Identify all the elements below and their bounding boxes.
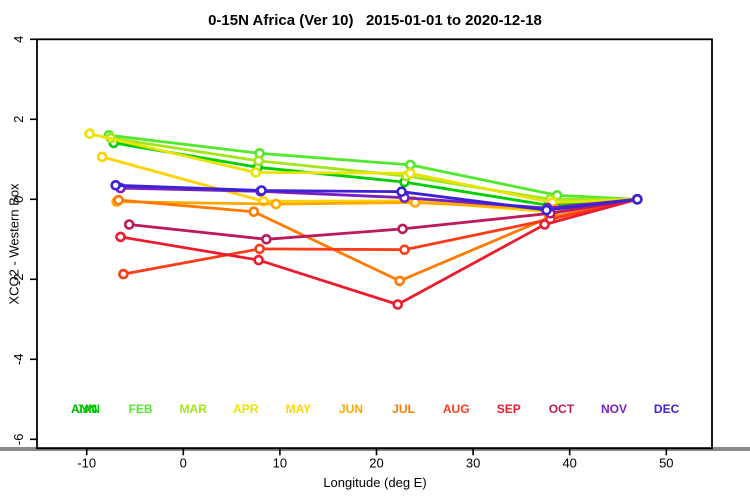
month-label-dec: DEC	[654, 402, 680, 416]
data-point-jul	[248, 206, 260, 217]
data-point-sep	[539, 219, 550, 230]
data-point-apr	[405, 168, 416, 179]
data-point-may	[96, 151, 108, 163]
data-point-apr	[250, 167, 262, 178]
month-label-may: MAY	[286, 402, 312, 416]
x-axis-label: Longitude (deg E)	[323, 475, 427, 490]
y-tick-label: -2	[11, 274, 26, 286]
data-point-dec	[632, 194, 643, 205]
chart-title: 0-15N Africa (Ver 10) 2015-01-01 to 2020…	[208, 12, 542, 29]
month-label-nov: NOV	[601, 402, 627, 416]
annual-label: ANN	[71, 402, 97, 416]
month-label-sep: SEP	[497, 402, 521, 416]
data-point-jun	[270, 198, 282, 210]
month-label-apr: APR	[233, 402, 259, 416]
month-label-jul: JUL	[392, 402, 415, 416]
data-point-oct	[261, 234, 272, 245]
month-label-mar: MAR	[180, 402, 208, 416]
data-point-oct	[397, 223, 408, 235]
data-point-feb	[405, 159, 416, 171]
data-point-dec	[396, 186, 407, 197]
data-point-sep	[392, 299, 404, 310]
x-tick-label: 50	[659, 455, 673, 470]
month-label-aug: AUG	[443, 402, 470, 416]
x-tick-label: 0	[180, 455, 187, 470]
y-tick-label: -6	[11, 434, 26, 446]
data-point-aug	[254, 243, 265, 255]
month-label-jan: JAN	[76, 402, 100, 416]
y-tick-label: 0	[11, 196, 26, 203]
y-tick-label: -4	[11, 354, 26, 366]
month-label-oct: OCT	[549, 402, 575, 416]
data-point-oct	[123, 219, 135, 230]
data-point-jul	[113, 194, 124, 206]
data-point-jul	[394, 275, 405, 287]
data-point-sep	[115, 231, 126, 243]
data-point-apr	[84, 128, 95, 139]
month-label-jun: JUN	[339, 402, 363, 416]
x-tick-label: 10	[273, 455, 287, 470]
y-axis-label: XCO2 - Western Box	[6, 183, 22, 305]
x-tick-label: 20	[369, 455, 383, 470]
data-point-dec	[541, 204, 552, 216]
month-label-feb: FEB	[129, 402, 153, 416]
data-point-dec	[110, 180, 121, 191]
data-point-sep	[253, 254, 264, 266]
data-point-aug	[118, 268, 129, 280]
data-point-aug	[399, 244, 410, 255]
plot-box	[36, 38, 713, 450]
y-tick-label: 2	[11, 116, 26, 123]
x-tick-label: 40	[562, 455, 576, 470]
y-tick-label: 4	[11, 36, 26, 43]
data-point-dec	[256, 185, 267, 196]
x-tick-label: -10	[77, 455, 96, 470]
x-tick-label: 30	[466, 455, 480, 470]
data-point-mar	[253, 155, 264, 167]
